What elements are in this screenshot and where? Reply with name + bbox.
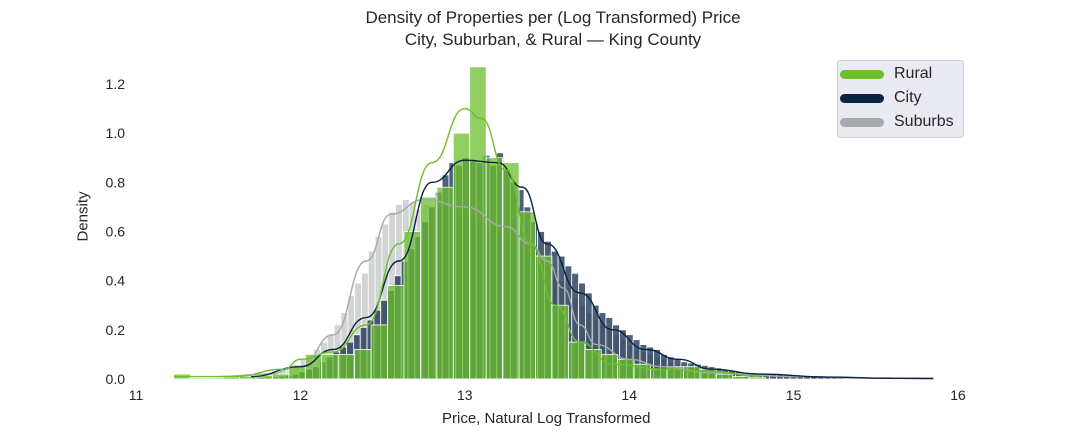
legend-item-city: City (838, 86, 922, 110)
histogram-bar-rural (189, 377, 208, 380)
histogram-bar-rural (535, 255, 553, 380)
legend-label-city: City (894, 89, 922, 106)
kde-line-suburbs (218, 198, 934, 380)
x-tick-label: 12 (293, 387, 309, 403)
histogram-bar-rural (288, 366, 306, 380)
histogram-bar-rural (617, 358, 635, 380)
y-tick-label: 0.2 (106, 322, 126, 338)
histogram-bar-rural (683, 366, 701, 380)
y-tick-label: 0.0 (106, 371, 126, 387)
x-tick-label: 11 (129, 387, 144, 403)
y-tick-label: 1.2 (106, 76, 126, 92)
y-axis-label: Density (74, 191, 92, 242)
histogram-bar-rural (650, 368, 668, 380)
y-tick-label: 0.4 (106, 273, 126, 289)
legend-label-suburbs: Suburbs (894, 113, 954, 130)
legend-item-rural: Rural (838, 62, 932, 86)
histogram-bar-rural (452, 132, 471, 380)
histogram-bar-rural (206, 377, 224, 380)
y-tick-label: 0.6 (106, 224, 126, 240)
histogram-bar-rural (321, 354, 339, 380)
histogram-bar-rural (370, 324, 388, 380)
histogram-bar-rural (337, 354, 356, 380)
histogram-bar-rural (518, 211, 536, 380)
histogram-bar-rural (584, 349, 602, 380)
x-tick-label: 13 (457, 387, 473, 403)
legend-swatch-city (840, 93, 884, 103)
chart-title: Density of Properties per (Log Transform… (365, 8, 741, 27)
legend-swatch-suburbs (840, 117, 884, 127)
x-axis-label: Price, Natural Log Transformed (442, 410, 651, 427)
histogram-bar-rural (354, 349, 372, 380)
histogram-bar-rural (748, 377, 767, 380)
legend-label-rural: Rural (894, 65, 933, 82)
histogram-bar-rural (485, 157, 504, 380)
legend-swatch-rural (840, 69, 884, 79)
histogram-bar-rural (222, 376, 240, 380)
kde-line-rural (173, 107, 761, 378)
histogram-bar-rural (551, 304, 569, 380)
x-tick-label: 15 (786, 387, 802, 403)
histogram-bar-rural (600, 354, 619, 380)
histogram-bar-rural (272, 373, 290, 380)
x-tick-label: 16 (950, 387, 966, 403)
y-tick-label: 0.8 (106, 174, 126, 190)
legend-item-suburbs: Suburbs (838, 110, 954, 134)
histogram-bar-rural (715, 373, 734, 380)
histogram-bar-rural (387, 285, 405, 380)
histogram-bar-rural (436, 186, 454, 380)
histogram-bar-rural (567, 341, 586, 380)
x-tick-label: 14 (621, 387, 637, 403)
histogram-bar-rural (699, 368, 717, 380)
histogram-bar-rural (469, 66, 487, 380)
y-tick-label: 1.0 (106, 125, 126, 141)
kde-line-city (251, 159, 934, 380)
chart-legend: Rural City Suburbs (837, 60, 964, 138)
chart-subtitle: City, Suburban, & Rural — King County (404, 30, 702, 49)
histogram-bar-rural (420, 196, 438, 380)
histogram-bar-rural (732, 376, 750, 380)
